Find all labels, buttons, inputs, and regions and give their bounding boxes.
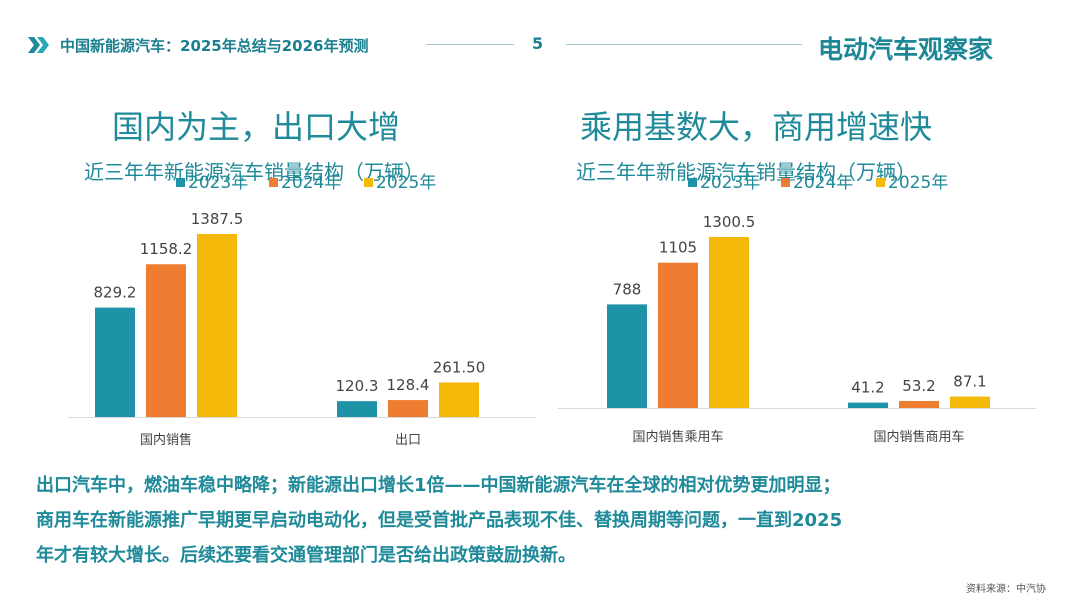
header-bar: 中国新能源汽车：2025年总结与2026年预测 5 电动汽车观察家 [0,0,1080,70]
bar-0-1-0 [337,401,377,417]
header-divider-right [566,44,802,45]
bar-0-0-2 [197,234,237,417]
page-number: 5 [532,34,544,53]
bar-charts: 2023年 2024年 2025年 829.2 1158.2 1387.5 国内销售 120.… [68,173,1036,448]
legend-swatch-0-2 [364,178,373,187]
bar-1-0-1 [658,262,698,408]
commentary-line-1: 出口汽车中，燃油车稳中略降；新能源出口增长1倍——中国新能源汽车在全球的相对优势… [36,475,841,496]
legend-label-0-2: 2025年 [376,173,436,193]
bar-1-1-2 [950,396,990,408]
data-label-1-0-1: 1105 [659,239,697,257]
data-label-0-0-0: 829.2 [94,284,137,302]
data-label-1-1-1: 53.2 [902,377,935,395]
data-label-0-1-0: 120.3 [336,377,379,395]
bar-0-1-2 [439,382,479,417]
legend-swatch-1-0 [688,178,697,187]
commentary-line-2: 商用车在新能源推广早期更早启动电动化，但是受首批产品表现不佳、替换周期等问题，一… [36,510,843,531]
brand-logo: 电动汽车观察家 [818,35,994,64]
legend-label-1-0: 2023年 [700,173,760,193]
category-label-1-0: 国内销售乘用车 [632,429,723,445]
data-label-1-1-0: 41.2 [851,379,884,397]
data-label-0-0-1: 1158.2 [140,240,193,258]
legend-label-1-2: 2025年 [888,173,948,193]
data-label-0-1-1: 128.4 [387,376,430,394]
right-panel-heading: 乘用基数大，商用增速快 [580,108,933,146]
chevron-right-icon [28,37,49,53]
commentary-line-3: 年才有较大增长。后续还要看交通管理部门是否给出政策鼓励换新。 [36,545,576,566]
bar-1-0-0 [607,304,647,408]
commentary-text: 出口汽车中，燃油车稳中略降；新能源出口增长1倍——中国新能源汽车在全球的相对优势… [36,468,1056,573]
bar-1-1-0 [848,402,888,408]
legend-label-0-0: 2023年 [188,173,248,193]
bar-0-0-0 [95,307,135,417]
legend-swatch-1-2 [876,178,885,187]
legend-swatch-1-1 [781,178,790,187]
data-label-0-1-2: 261.50 [433,359,486,377]
legend-label-0-1: 2024年 [281,173,341,193]
category-label-1-1: 国内销售商用车 [873,429,964,445]
source-note: 资料来源：中汽协 [966,584,1046,595]
bar-1-0-2 [709,237,749,408]
category-label-0-0: 国内销售 [140,432,192,448]
right-chart-title: 近三年年新能源汽车销量结构（万辆） [576,160,916,184]
data-label-1-0-0: 788 [613,280,642,298]
legend-swatch-0-0 [176,178,185,187]
data-label-0-0-2: 1387.5 [191,210,244,228]
legend-label-1-1: 2024年 [793,173,853,193]
legend-swatch-0-1 [269,178,278,187]
bar-0-0-1 [146,264,186,417]
data-label-1-0-2: 1300.5 [703,213,756,231]
document-title: 中国新能源汽车：2025年总结与2026年预测 [60,37,369,55]
category-label-0-1: 出口 [395,433,421,448]
left-panel-heading: 国内为主，出口大增 [112,108,401,146]
header-divider-left [426,44,514,45]
bar-1-1-1 [899,401,939,408]
bar-0-1-1 [388,400,428,417]
data-label-1-1-2: 87.1 [953,373,986,391]
